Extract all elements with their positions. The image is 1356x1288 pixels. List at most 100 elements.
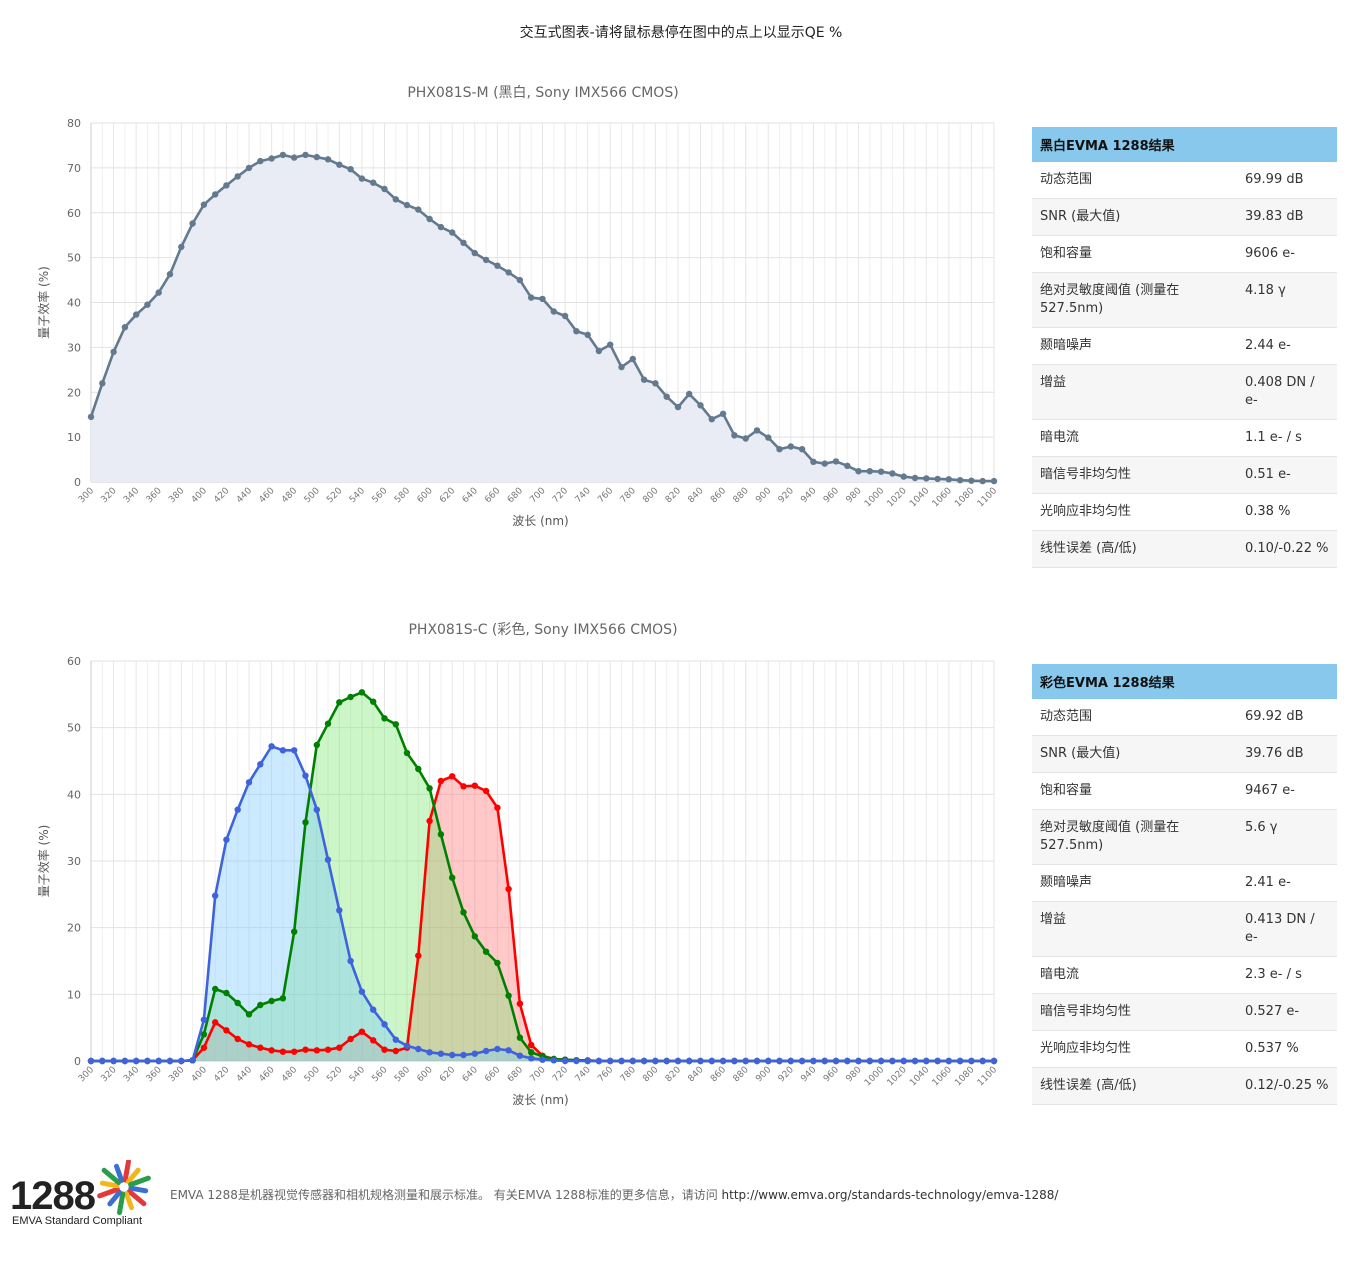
data-point[interactable] — [482, 256, 490, 264]
data-point[interactable] — [426, 215, 433, 223]
data-point[interactable] — [212, 1019, 219, 1026]
data-point[interactable] — [234, 1035, 241, 1043]
data-point[interactable] — [268, 997, 275, 1005]
data-point[interactable] — [426, 1049, 433, 1056]
data-point[interactable] — [866, 468, 873, 475]
data-point[interactable] — [212, 985, 219, 993]
data-point[interactable] — [471, 1050, 478, 1057]
data-point[interactable] — [460, 909, 467, 916]
data-point[interactable] — [595, 347, 603, 355]
data-point[interactable] — [200, 1031, 208, 1038]
data-point[interactable] — [403, 1042, 411, 1049]
data-point[interactable] — [392, 196, 399, 203]
data-point[interactable] — [200, 1016, 208, 1023]
data-point[interactable] — [110, 348, 117, 356]
data-point[interactable] — [110, 1057, 117, 1065]
data-point[interactable] — [765, 1057, 772, 1065]
data-point[interactable] — [460, 239, 467, 246]
data-point[interactable] — [381, 1021, 388, 1028]
data-point[interactable] — [291, 1048, 298, 1055]
data-point[interactable] — [313, 153, 320, 161]
data-point[interactable] — [234, 999, 241, 1007]
data-point[interactable] — [87, 1057, 95, 1065]
data-point[interactable] — [324, 1046, 332, 1053]
data-point[interactable] — [302, 819, 309, 826]
data-point[interactable] — [449, 773, 456, 780]
color-qe-chart[interactable]: PHX081S-C (彩色, Sony IMX566 CMOS) 30 0 320 34… — [0, 607, 1010, 1127]
data-point[interactable] — [855, 468, 862, 475]
data-point[interactable] — [765, 434, 772, 441]
data-point[interactable] — [798, 1057, 806, 1065]
data-point[interactable] — [133, 311, 140, 318]
data-point[interactable] — [144, 301, 151, 308]
data-point[interactable] — [923, 475, 930, 482]
data-point[interactable] — [889, 470, 896, 477]
data-point[interactable] — [505, 885, 512, 893]
data-point[interactable] — [449, 229, 456, 236]
data-point[interactable] — [787, 1057, 794, 1065]
data-point[interactable] — [539, 1056, 546, 1063]
data-point[interactable] — [257, 761, 264, 768]
data-point[interactable] — [652, 380, 659, 387]
data-point[interactable] — [279, 1048, 287, 1055]
data-point[interactable] — [370, 1006, 377, 1013]
data-point[interactable] — [324, 156, 332, 163]
data-point[interactable] — [528, 1049, 535, 1056]
data-point[interactable] — [810, 458, 817, 465]
data-point[interactable] — [663, 1057, 670, 1065]
data-point[interactable] — [550, 308, 557, 315]
data-point[interactable] — [313, 806, 320, 813]
data-point[interactable] — [505, 1047, 512, 1054]
data-point[interactable] — [347, 693, 354, 701]
data-point[interactable] — [313, 1047, 320, 1054]
data-point[interactable] — [279, 747, 287, 754]
data-point[interactable] — [358, 988, 366, 995]
data-point[interactable] — [866, 1057, 873, 1065]
data-point[interactable] — [121, 1057, 129, 1065]
data-point[interactable] — [494, 804, 501, 811]
mono-qe-chart[interactable]: PHX081S-M (黑白, Sony IMX566 CMOS) 30 0 320 34… — [0, 70, 1010, 540]
data-point[interactable] — [945, 1057, 952, 1065]
data-point[interactable] — [505, 992, 512, 999]
data-point[interactable] — [956, 1057, 964, 1065]
data-point[interactable] — [731, 1057, 738, 1065]
data-point[interactable] — [166, 1057, 174, 1065]
data-point[interactable] — [268, 155, 275, 162]
data-point[interactable] — [821, 460, 828, 467]
data-point[interactable] — [415, 952, 422, 959]
data-point[interactable] — [979, 477, 986, 485]
data-point[interactable] — [426, 817, 433, 825]
data-point[interactable] — [313, 741, 320, 749]
data-point[interactable] — [336, 1044, 343, 1051]
data-point[interactable] — [200, 1044, 208, 1051]
data-point[interactable] — [573, 1057, 580, 1065]
data-point[interactable] — [381, 185, 388, 193]
data-point[interactable] — [968, 1057, 975, 1065]
data-point[interactable] — [618, 1057, 625, 1065]
data-point[interactable] — [539, 295, 546, 303]
data-point[interactable] — [516, 1052, 524, 1059]
data-point[interactable] — [900, 1057, 907, 1065]
data-point[interactable] — [482, 948, 490, 955]
data-point[interactable] — [437, 831, 445, 838]
data-point[interactable] — [302, 772, 309, 779]
data-point[interactable] — [415, 765, 422, 773]
data-point[interactable] — [697, 402, 704, 409]
data-point[interactable] — [629, 1057, 636, 1065]
data-point[interactable] — [166, 271, 174, 278]
data-point[interactable] — [584, 1057, 591, 1065]
data-point[interactable] — [934, 1057, 941, 1065]
data-point[interactable] — [336, 699, 343, 706]
data-point[interactable] — [561, 1057, 569, 1065]
data-point[interactable] — [415, 1045, 422, 1053]
data-point[interactable] — [618, 363, 625, 371]
data-point[interactable] — [471, 249, 478, 257]
data-point[interactable] — [245, 1041, 253, 1048]
data-point[interactable] — [291, 928, 298, 935]
data-point[interactable] — [742, 1057, 749, 1065]
data-point[interactable] — [471, 782, 478, 789]
data-point[interactable] — [358, 689, 366, 696]
data-point[interactable] — [821, 1057, 828, 1065]
data-point[interactable] — [956, 477, 964, 484]
data-point[interactable] — [212, 191, 219, 198]
